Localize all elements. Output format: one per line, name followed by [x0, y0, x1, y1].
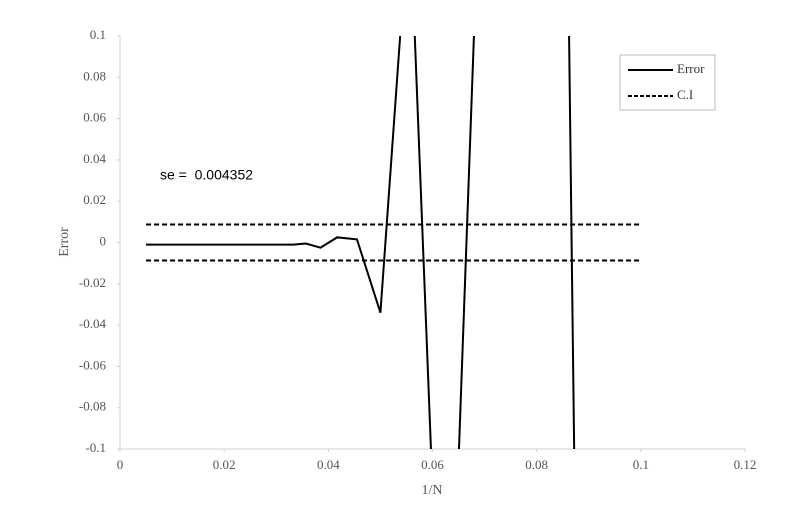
- y-tick-label: -0.02: [79, 275, 106, 290]
- series-line: [146, 223, 641, 262]
- x-axis-title: 1/N: [422, 483, 443, 498]
- legend-label: Error: [677, 61, 705, 76]
- y-tick-label: -0.06: [79, 357, 107, 372]
- x-tick-label: 0.06: [421, 457, 444, 472]
- x-tick-label: 0.02: [213, 457, 236, 472]
- y-tick-label: -0.04: [79, 316, 107, 331]
- legend-label: C.I: [677, 87, 693, 102]
- y-tick-label: -0.08: [79, 399, 106, 414]
- y-tick-label: 0.08: [83, 68, 106, 83]
- x-tick-label: 0.08: [525, 457, 548, 472]
- x-tick-label: 0: [117, 457, 124, 472]
- y-tick-label: 0.06: [83, 110, 106, 125]
- x-tick-label: 0.12: [734, 457, 757, 472]
- series-line: [146, 36, 576, 449]
- y-tick-label: 0.04: [83, 151, 106, 166]
- plot-area: [146, 36, 641, 449]
- annotation: se = 0.004352: [160, 167, 253, 183]
- y-tick-label: 0: [100, 233, 107, 248]
- y-tick-label: 0.02: [83, 192, 106, 207]
- legend-box: [619, 54, 716, 111]
- x-tick-label: 0.04: [317, 457, 340, 472]
- x-tick-label: 0.1: [633, 457, 649, 472]
- y-tick-label: 0.1: [90, 27, 106, 42]
- y-tick-label: -0.1: [85, 440, 106, 455]
- y-axis-title: Error: [57, 227, 72, 257]
